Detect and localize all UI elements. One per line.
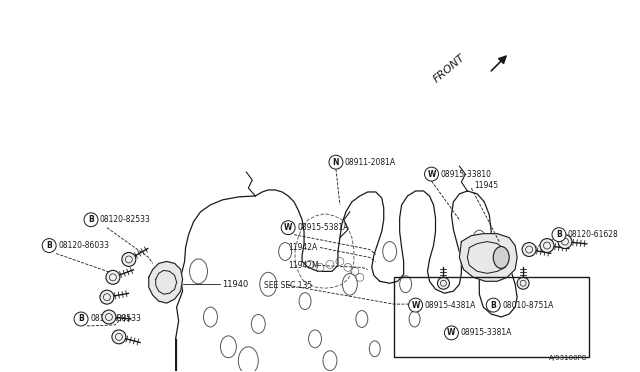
Text: 08120-82533: 08120-82533 <box>100 215 151 224</box>
Text: 08120-61628: 08120-61628 <box>568 230 619 239</box>
Circle shape <box>408 298 422 312</box>
Circle shape <box>552 228 566 241</box>
Circle shape <box>74 312 88 326</box>
Text: 08915-5381A: 08915-5381A <box>297 223 348 232</box>
Text: 08911-2081A: 08911-2081A <box>345 158 396 167</box>
Text: 11945: 11945 <box>474 180 499 189</box>
Circle shape <box>522 243 536 256</box>
Text: W: W <box>447 328 456 337</box>
Circle shape <box>106 270 120 284</box>
Circle shape <box>486 298 500 312</box>
Text: B: B <box>490 301 496 310</box>
Text: 08915-4381A: 08915-4381A <box>424 301 476 310</box>
Polygon shape <box>148 262 182 303</box>
Circle shape <box>112 330 126 344</box>
Circle shape <box>558 235 572 248</box>
Circle shape <box>122 253 136 266</box>
Circle shape <box>84 213 98 227</box>
Circle shape <box>281 221 295 235</box>
Text: 08915-33810: 08915-33810 <box>440 170 492 179</box>
Text: 08120-88533: 08120-88533 <box>90 314 141 324</box>
Text: B: B <box>46 241 52 250</box>
Text: W: W <box>428 170 436 179</box>
Circle shape <box>42 238 56 253</box>
Text: W: W <box>284 223 292 232</box>
Text: SEE SEC.135: SEE SEC.135 <box>264 281 312 290</box>
Text: 08120-86033: 08120-86033 <box>58 241 109 250</box>
Text: FRONT: FRONT <box>432 53 467 85</box>
Bar <box>394 277 589 357</box>
Circle shape <box>540 238 554 253</box>
Circle shape <box>100 290 114 304</box>
Text: B: B <box>88 215 94 224</box>
Text: 11942A: 11942A <box>288 243 317 252</box>
Circle shape <box>444 326 458 340</box>
Text: B: B <box>556 230 562 239</box>
Text: 11942M: 11942M <box>288 261 319 270</box>
Text: 08010-8751A: 08010-8751A <box>502 301 554 310</box>
Text: B: B <box>78 314 84 324</box>
Ellipse shape <box>493 247 509 268</box>
Circle shape <box>329 155 343 169</box>
Text: 11940: 11940 <box>223 280 249 289</box>
Circle shape <box>438 277 449 289</box>
Polygon shape <box>460 234 517 281</box>
Text: A/93100P8: A/93100P8 <box>548 355 587 361</box>
Circle shape <box>424 167 438 181</box>
Text: N: N <box>333 158 339 167</box>
Text: 08915-3381A: 08915-3381A <box>460 328 512 337</box>
Circle shape <box>517 277 529 289</box>
Circle shape <box>102 310 116 324</box>
Text: W: W <box>412 301 420 310</box>
